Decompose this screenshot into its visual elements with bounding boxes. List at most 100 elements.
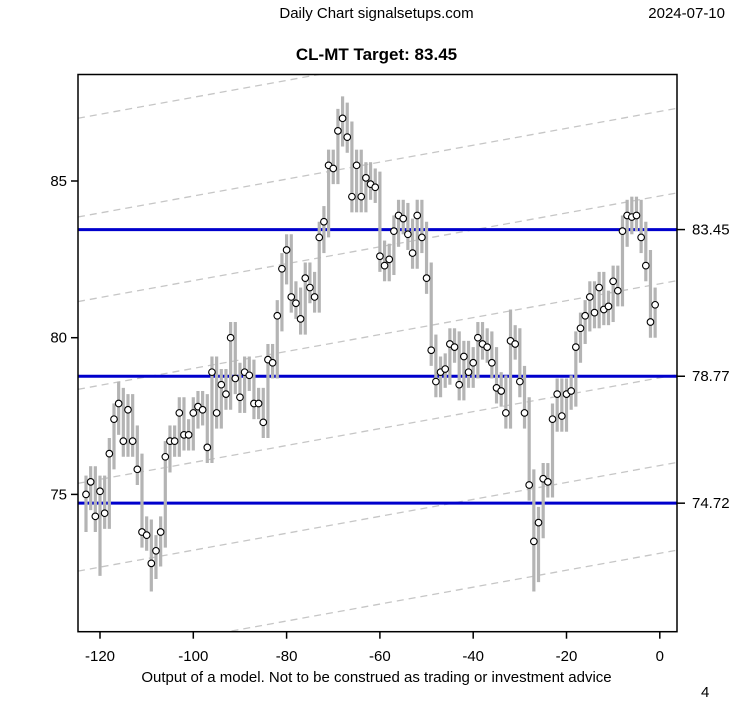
close-marker	[576, 324, 585, 333]
close-marker	[147, 559, 156, 568]
page-title: CL-MT Target: 83.45	[295, 45, 458, 64]
close-marker	[86, 478, 95, 486]
close-marker	[502, 409, 510, 417]
close-marker	[595, 283, 604, 292]
close-marker	[581, 311, 590, 320]
close-marker	[534, 518, 543, 527]
close-marker	[96, 487, 104, 496]
close-marker	[91, 512, 100, 521]
close-marker	[236, 393, 244, 402]
close-marker	[105, 449, 114, 458]
close-marker	[408, 249, 417, 257]
close-marker	[217, 380, 226, 389]
close-marker	[226, 333, 235, 342]
close-marker	[119, 437, 128, 445]
close-marker	[352, 161, 361, 170]
close-marker	[142, 531, 151, 539]
close-marker	[390, 227, 398, 235]
close-marker	[418, 233, 426, 242]
close-marker	[329, 164, 338, 173]
close-marker	[557, 412, 566, 420]
close-marker	[231, 374, 240, 383]
close-marker	[422, 274, 431, 283]
close-marker	[571, 343, 580, 351]
close-marker	[590, 308, 599, 317]
close-marker	[399, 214, 408, 223]
close-marker	[338, 114, 347, 123]
close-marker	[254, 399, 263, 408]
close-marker	[296, 315, 305, 323]
close-marker	[385, 255, 394, 264]
close-marker	[413, 211, 422, 220]
close-marker	[273, 311, 282, 320]
close-marker	[427, 346, 436, 355]
close-marker	[245, 371, 254, 380]
close-marker	[278, 264, 286, 273]
x-tick-label: -80	[276, 648, 298, 665]
level-label: 83.45	[692, 222, 730, 239]
close-marker	[651, 300, 659, 309]
close-marker	[208, 368, 216, 377]
close-marker	[315, 233, 324, 242]
close-marker	[212, 409, 221, 417]
close-marker	[124, 405, 132, 414]
close-marker	[222, 390, 230, 398]
close-marker	[567, 387, 576, 395]
close-marker	[259, 418, 268, 427]
close-marker	[292, 299, 300, 308]
close-marker	[380, 261, 389, 270]
plot-area	[78, 74, 677, 632]
x-tick-label: 0	[656, 648, 664, 665]
close-marker	[529, 537, 538, 546]
disclaimer-caption: Output of a model. Not to be construed a…	[141, 669, 612, 686]
close-marker	[357, 192, 366, 201]
close-marker	[82, 490, 90, 499]
close-marker	[268, 358, 277, 367]
close-marker	[543, 478, 552, 486]
y-tick-label: 75	[50, 486, 67, 503]
close-marker	[469, 358, 478, 367]
close-marker	[334, 127, 342, 135]
close-marker	[515, 377, 524, 386]
close-marker	[604, 302, 613, 311]
close-marker	[618, 227, 627, 235]
level-label: 74.72	[692, 495, 730, 512]
close-marker	[548, 415, 557, 424]
close-marker	[585, 293, 594, 301]
close-marker	[198, 405, 207, 414]
x-tick-label: -60	[369, 648, 391, 665]
close-marker	[488, 358, 496, 367]
close-marker	[404, 230, 412, 239]
close-marker	[203, 443, 212, 452]
close-marker	[497, 387, 506, 395]
close-marker	[637, 233, 645, 242]
close-marker	[100, 509, 109, 518]
close-marker	[156, 528, 165, 536]
close-marker	[441, 365, 450, 373]
close-marker	[128, 437, 137, 445]
x-tick-label: -20	[556, 648, 578, 665]
channel-dashed-line	[78, 107, 677, 218]
close-marker	[376, 252, 384, 261]
close-marker	[110, 415, 118, 424]
channel-dashed-line	[78, 74, 323, 119]
close-marker	[152, 546, 160, 555]
close-marker	[525, 481, 534, 489]
close-marker	[310, 293, 319, 301]
close-marker	[362, 174, 370, 182]
plot-box	[77, 73, 678, 633]
close-marker	[184, 431, 193, 439]
x-tick-label: -40	[462, 648, 484, 665]
close-marker	[306, 283, 314, 292]
close-marker	[460, 352, 468, 361]
close-marker	[455, 380, 464, 389]
close-marker	[464, 368, 473, 377]
close-marker	[553, 390, 562, 398]
channel-dashed-line	[78, 280, 677, 390]
close-marker	[432, 377, 440, 386]
x-tick-label: -100	[178, 648, 208, 665]
close-marker	[175, 409, 184, 417]
close-marker	[161, 452, 170, 461]
level-label: 78.77	[692, 368, 730, 385]
